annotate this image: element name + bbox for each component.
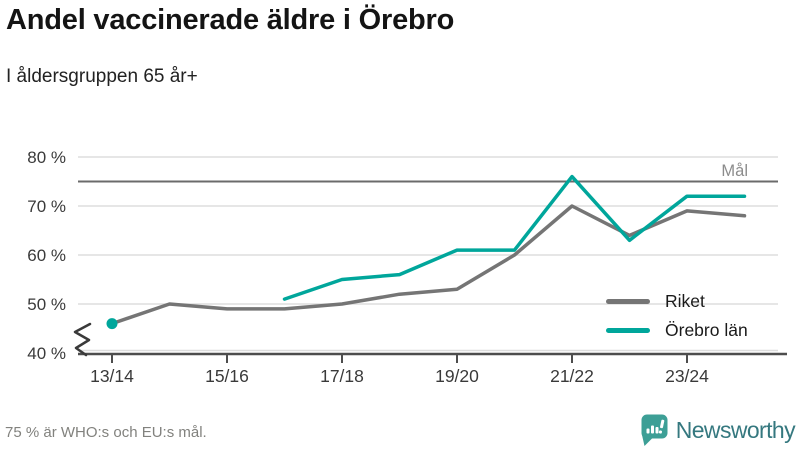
x-tick-label: 13/14 [90, 366, 134, 386]
x-tick-label: 19/20 [435, 366, 479, 386]
riket-line-swatch [606, 299, 650, 304]
orebro-line-swatch [606, 328, 650, 333]
series-point [106, 318, 118, 330]
legend-item-riket: Riket [606, 287, 748, 316]
legend-label-riket: Riket [665, 291, 705, 311]
y-tick-label: 70 % [27, 197, 66, 216]
x-tick-label: 17/18 [320, 366, 364, 386]
legend-item-orebro-lan: Örebro län [606, 316, 748, 345]
target-line-label: Mål [721, 162, 748, 180]
x-tick-label: 15/16 [205, 366, 249, 386]
page-subtitle: I åldersgruppen 65 år+ [6, 66, 198, 87]
brand-wordmark: Newsworthy [675, 416, 796, 443]
axis-break-icon [73, 322, 92, 357]
legend-label-orebro-lan: Örebro län [665, 320, 748, 340]
footnote: 75 % är WHO:s och EU:s mål. [5, 424, 207, 441]
page-title: Andel vaccinerade äldre i Örebro [6, 4, 455, 36]
newsworthy-bubble-chart-icon [641, 414, 668, 446]
y-tick-label: 50 % [27, 295, 66, 314]
y-tick-label: 40 % [27, 344, 66, 363]
x-tick-label: 21/22 [550, 366, 594, 386]
y-tick-label: 60 % [27, 246, 66, 265]
legend: Riket Örebro län [606, 287, 748, 345]
brand-logo: Newsworthy [639, 413, 796, 447]
y-tick-label: 80 % [27, 148, 66, 167]
series-line-1 [282, 174, 747, 301]
x-tick-label: 23/24 [665, 366, 709, 386]
